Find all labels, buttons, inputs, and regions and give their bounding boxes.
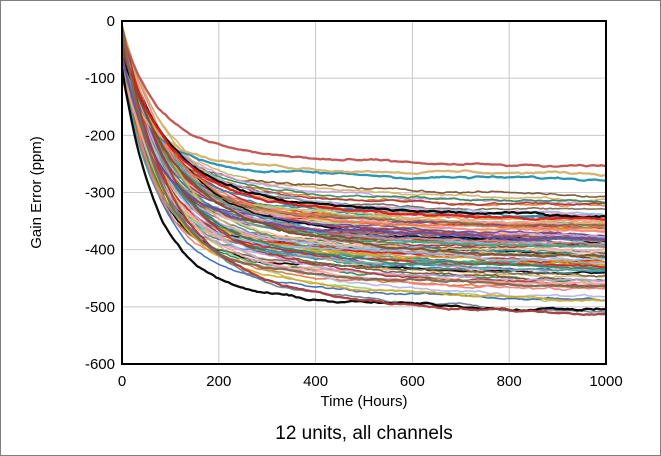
x-tick-label: 1000 (589, 373, 622, 390)
series-line (121, 68, 607, 285)
plot-lines (120, 24, 607, 316)
series-line (120, 48, 607, 259)
series-line (120, 55, 607, 219)
series-line (121, 29, 607, 282)
x-tick-label: 800 (497, 373, 522, 390)
series-line (121, 25, 607, 202)
series-line (121, 52, 607, 302)
series-line (120, 36, 607, 316)
series-line (121, 76, 607, 271)
plot-area (121, 20, 607, 365)
y-axis-label: Gain Error (ppm) (28, 136, 45, 249)
y-tick-label: -300 (85, 185, 115, 202)
series-line (121, 34, 607, 238)
y-tick-label: -600 (85, 356, 115, 373)
series-line (120, 72, 607, 182)
series-line (121, 37, 606, 230)
series-line (121, 30, 607, 262)
series-line (121, 62, 607, 212)
series-line (120, 33, 607, 168)
y-tick-label: -100 (85, 70, 115, 87)
series-line (121, 67, 607, 205)
x-axis-ticks: 0 200 400 600 800 1000 (118, 373, 623, 390)
series-line (120, 55, 607, 242)
y-tick-label: 0 (107, 13, 115, 30)
series-line (120, 25, 607, 288)
x-tick-label: 200 (206, 373, 231, 390)
y-tick-label: -500 (85, 299, 115, 316)
series-line (120, 45, 607, 222)
y-tick-label: -400 (85, 242, 115, 259)
series-line (121, 44, 607, 302)
series-line (121, 24, 607, 288)
chart-caption: 12 units, all channels (275, 423, 452, 444)
y-axis-ticks: 0 -100 -200 -300 -400 -500 -600 (85, 13, 115, 373)
x-axis-label: Time (Hours) (321, 393, 408, 410)
x-tick-label: 400 (303, 373, 328, 390)
y-tick-label: -200 (85, 127, 115, 144)
x-tick-label: 600 (400, 373, 425, 390)
x-tick-label: 0 (118, 373, 126, 390)
series-line (120, 74, 607, 178)
